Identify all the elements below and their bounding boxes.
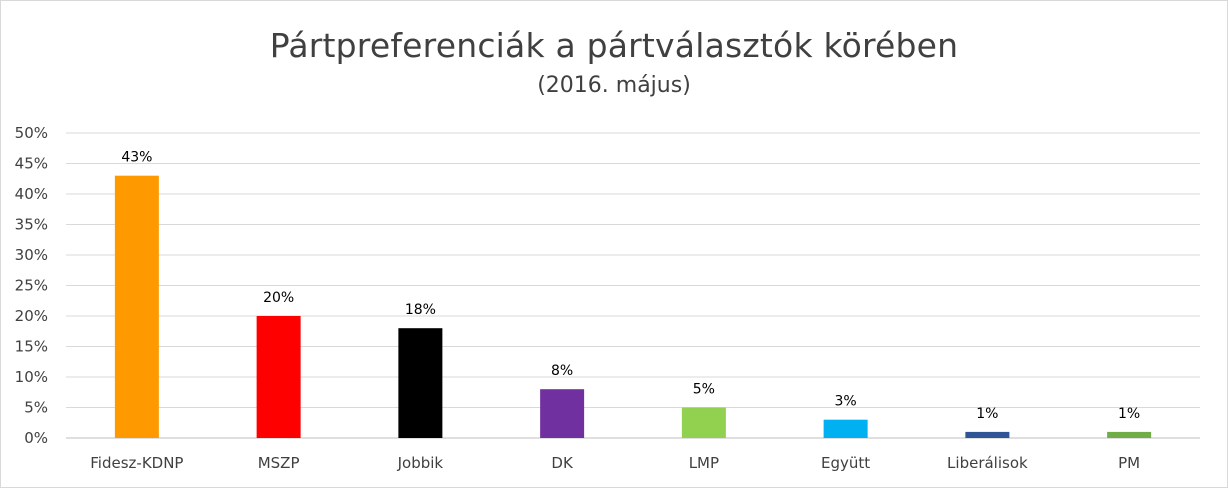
y-tick-label: 20% [15,307,48,325]
x-tick-label: Fidesz-KDNP [90,454,183,472]
data-label: 1% [976,406,998,422]
chart-title: Pártpreferenciák a pártválasztók körében [269,26,959,65]
bar [398,328,443,438]
bar [965,431,1010,438]
x-tick-label: PM [1118,454,1140,472]
y-tick-label: 0% [24,429,48,447]
y-tick-label: 15% [15,338,48,356]
data-label: 18% [405,302,436,318]
y-tick-label: 40% [15,185,48,203]
y-tick-label: 45% [15,155,48,173]
data-label: 3% [835,394,857,410]
x-tick-label: Együtt [821,454,870,472]
chart-subtitle: (2016. május) [537,73,691,98]
data-label: 43% [121,150,152,166]
x-tick-label: MSZP [258,454,300,472]
data-label: 1% [1118,406,1140,422]
x-tick-label: DK [551,454,574,472]
data-label: 5% [693,382,715,398]
x-tick-label: LMP [689,454,719,472]
bar [256,316,301,438]
bar [823,419,868,438]
data-label: 8% [551,363,573,379]
bar [1107,431,1152,438]
y-tick-label: 10% [15,368,48,386]
y-tick-label: 50% [15,124,48,142]
y-tick-label: 25% [15,277,48,295]
data-label: 20% [263,290,294,306]
bar [681,407,726,438]
bar [540,389,585,438]
y-tick-label: 5% [24,399,48,417]
x-tick-label: Liberálisok [947,454,1028,472]
y-tick-label: 30% [15,246,48,264]
y-tick-label: 35% [15,216,48,234]
bar [114,175,159,438]
x-tick-label: Jobbik [397,454,444,472]
